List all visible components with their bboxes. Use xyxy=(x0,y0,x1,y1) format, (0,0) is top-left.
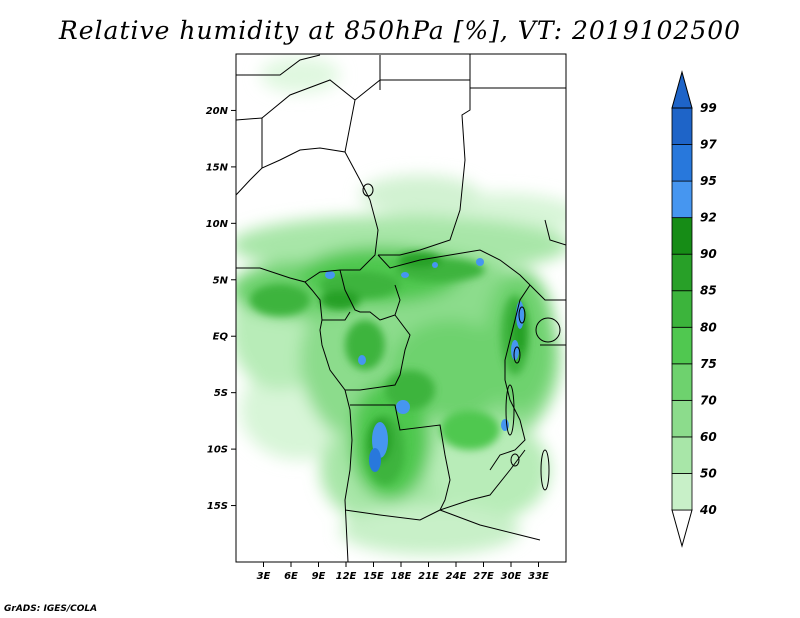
coastline-west-africa xyxy=(236,267,353,562)
colorbar-box xyxy=(671,436,693,474)
lon-tick-label: 24E xyxy=(446,571,467,582)
boundary-ethiopia xyxy=(544,219,566,246)
boundary-angola xyxy=(350,404,451,511)
lon-tick-label: 33E xyxy=(528,571,549,582)
rh-cell-9 xyxy=(476,258,484,266)
colorbar-box xyxy=(671,473,693,511)
lon-tick-label: 3E xyxy=(257,571,271,582)
rh-region-katanga-core xyxy=(440,410,500,450)
rh-cell-8 xyxy=(358,355,366,365)
lon-tick-label: 15E xyxy=(363,571,384,582)
rh-region-south xyxy=(340,505,520,555)
colorbar-box xyxy=(671,326,693,365)
colorbar: 40 50 60 70 75 80 85 90 92 95 97 99 xyxy=(671,70,717,548)
boundary-sudan xyxy=(469,80,566,89)
lat-tick-label: 5S xyxy=(214,388,228,399)
lon-tick-label: 18E xyxy=(391,571,412,582)
boundary-mali xyxy=(261,79,356,119)
lake-victoria xyxy=(535,317,561,343)
lat-tick-label: 15N xyxy=(206,162,229,173)
lon-tick-label: 6E xyxy=(284,571,298,582)
rh-cell-2 xyxy=(369,448,381,472)
colorbar-box xyxy=(671,399,693,438)
lake-tanganyika xyxy=(505,384,515,436)
colorbar-label: 60 xyxy=(700,430,717,444)
rh-cell-4 xyxy=(516,301,524,329)
map-title: Relative humidity at 850hPa [%], VT: 201… xyxy=(58,16,742,45)
colorbar-top-triangle xyxy=(671,70,693,109)
lon-tick-label: 30E xyxy=(501,571,522,582)
rh-region-kasai-core xyxy=(385,370,435,410)
colorbar-label: 92 xyxy=(700,211,717,225)
boundary-congo xyxy=(322,311,411,391)
lat-tick-label: 15S xyxy=(207,501,228,512)
colorbar-box xyxy=(671,363,693,401)
rh-region-cameroon-core xyxy=(320,290,360,310)
lake-chad xyxy=(362,183,374,197)
lat-tick-label: 10N xyxy=(206,219,229,230)
rh-cell-7 xyxy=(401,272,409,278)
lat-tick-label: 20N xyxy=(206,106,229,117)
lake-malawi xyxy=(540,449,550,491)
boundary-kenya xyxy=(529,284,566,346)
lon-tick-label: 9E xyxy=(312,571,326,582)
rh-region-gabon-core xyxy=(345,320,385,370)
colorbar-label: 70 xyxy=(700,393,717,407)
colorbar-box xyxy=(671,217,693,255)
humidity-field xyxy=(236,57,566,555)
colorbar-box xyxy=(671,107,693,145)
boundary-cameroon xyxy=(339,269,401,321)
colorbar-label: 97 xyxy=(700,138,717,152)
colorbar-label: 99 xyxy=(700,101,717,115)
boundary-chad xyxy=(344,79,471,256)
rh-region-north-central xyxy=(360,175,480,215)
boundary-namibia xyxy=(344,509,541,541)
colorbar-bottom-triangle xyxy=(671,509,693,548)
lon-tick-label: 27E xyxy=(473,571,494,582)
grads-credit: GrADS: IGES/COLA xyxy=(4,604,98,614)
boundary-zambia xyxy=(439,449,526,511)
lon-tick-label: 21E xyxy=(418,571,439,582)
lake-albert xyxy=(518,306,526,324)
colorbar-label: 85 xyxy=(700,284,717,298)
colorbar-label: 50 xyxy=(700,466,717,480)
lat-tick-label: 5N xyxy=(213,275,229,286)
colorbar-label: 40 xyxy=(699,503,717,517)
country-boundaries xyxy=(236,54,566,562)
colorbar-box xyxy=(671,253,693,292)
colorbar-box xyxy=(671,144,693,182)
lon-tick-label: 12E xyxy=(336,571,357,582)
colorbar-box xyxy=(671,290,693,328)
rh-cell-6 xyxy=(325,271,335,279)
boundary-nigeria xyxy=(236,147,379,283)
lake-mweru xyxy=(510,453,520,467)
colorbar-label: 90 xyxy=(700,247,717,261)
colorbar-label: 75 xyxy=(700,357,717,371)
rh-cell-3 xyxy=(396,400,410,414)
rh-cell-11 xyxy=(432,262,438,268)
lake-kivu xyxy=(513,346,521,364)
longitude-axis: 3E 6E 9E 12E 15E 18E 21E 24E 27E 30E 33E xyxy=(257,562,549,582)
rh-region-west-core xyxy=(250,284,310,316)
lakes xyxy=(362,183,561,491)
colorbar-box xyxy=(671,180,693,219)
lat-tick-label: 10S xyxy=(207,445,228,456)
boundary-egypt xyxy=(379,54,471,90)
latitude-axis: 20N 15N 10N 5N EQ 5S 10S 15S xyxy=(206,106,236,512)
colorbar-label: 80 xyxy=(700,320,717,334)
lat-tick-label: EQ xyxy=(213,332,229,343)
colorbar-label: 95 xyxy=(700,174,717,188)
boundary-car xyxy=(377,249,531,286)
